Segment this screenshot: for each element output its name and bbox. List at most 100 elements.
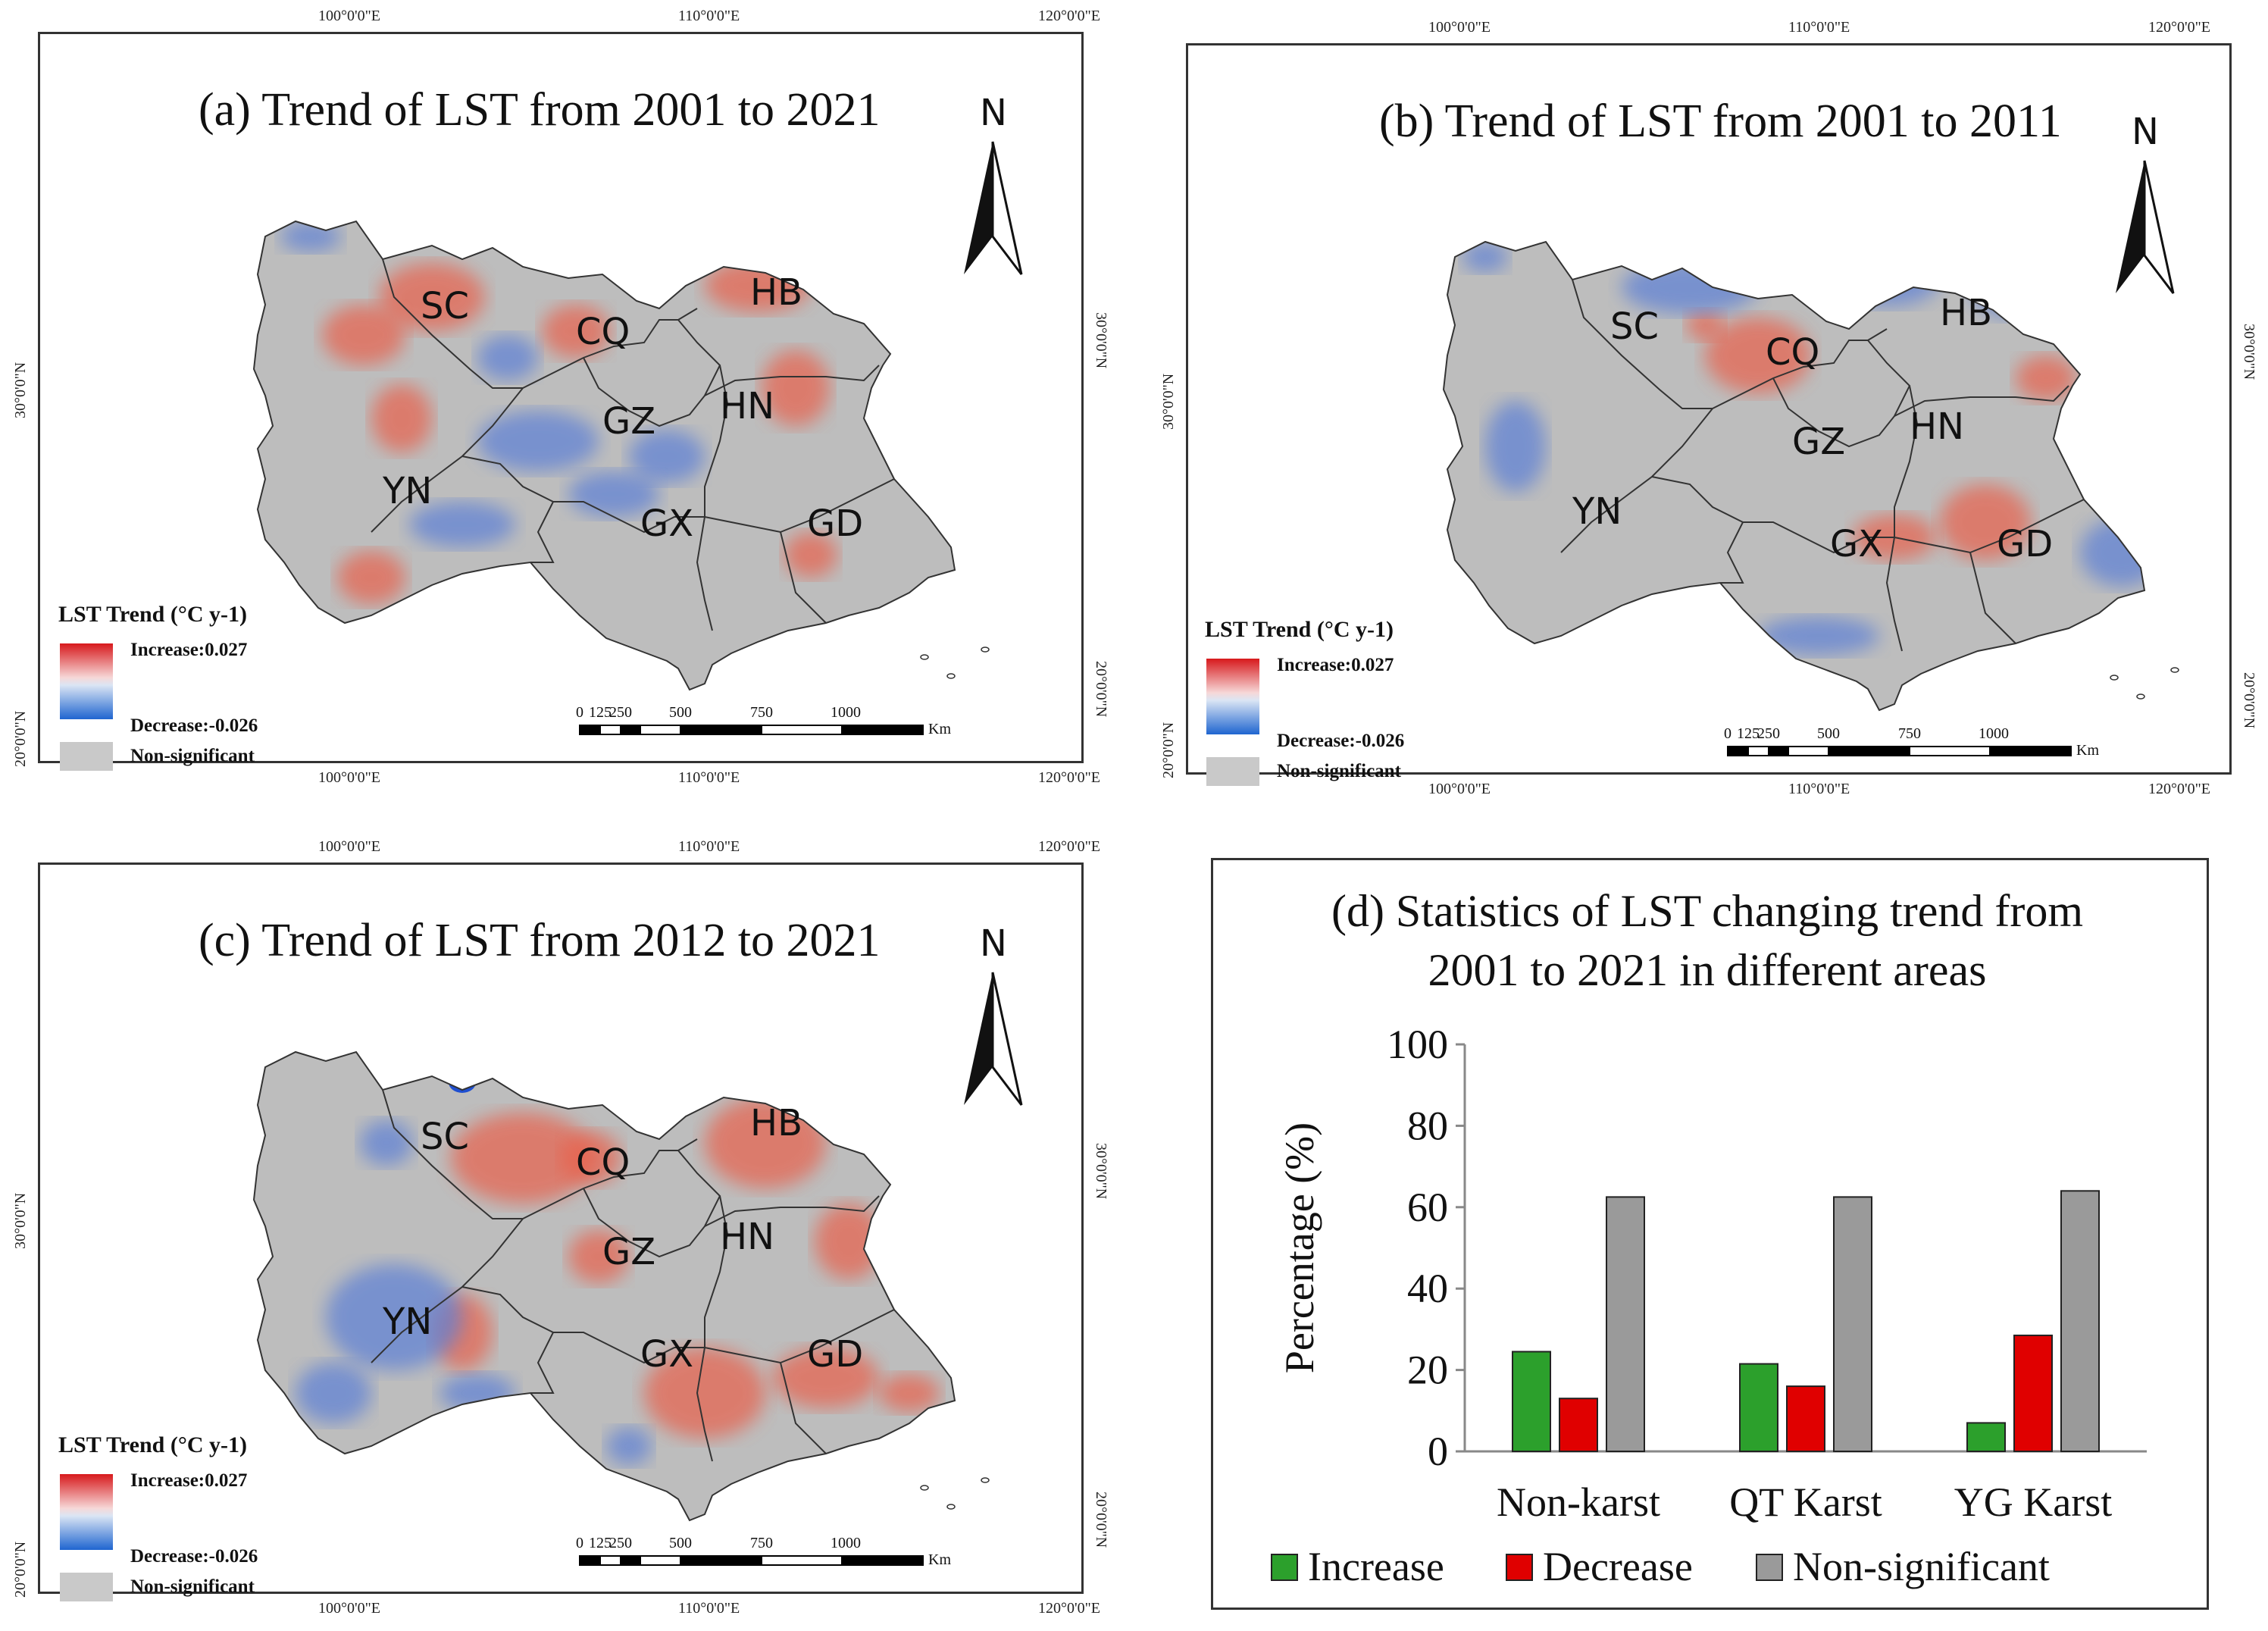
bar-increase [1512, 1351, 1551, 1452]
legend-nonsig-label: Non-significant [130, 746, 255, 766]
province-border [704, 1195, 880, 1227]
coord-left-label: 30°0'0"N [12, 362, 29, 418]
cooling-trend-patch [629, 430, 705, 483]
north-arrow: N [964, 92, 1023, 275]
y-tick-label: 40 [1407, 1266, 1448, 1311]
cooling-trend-patch [1462, 242, 1508, 272]
study-area [254, 221, 955, 690]
province-border [1720, 521, 1744, 584]
coord-bottom-label: 100°0'0"E [318, 769, 380, 786]
scale-tick-label: 125 [589, 1535, 612, 1551]
map-title: (c) Trend of LST from 2012 to 2021 [199, 915, 881, 966]
north-arrow-right-half [991, 141, 1023, 275]
north-label: N [980, 92, 1007, 134]
bar-non-significant [1606, 1196, 1645, 1452]
study-area-outline [252, 220, 956, 691]
province-label-cq: CQ [576, 311, 630, 353]
scale-bar-segment [680, 725, 762, 735]
north-arrow: N [964, 922, 1023, 1106]
x-tick-label: YG Karst [1954, 1479, 2112, 1525]
bar-decrease [1786, 1385, 1825, 1453]
province-label-hn: HN [720, 1216, 774, 1258]
cooling-trend-patch [1834, 253, 1940, 306]
province-border [696, 516, 713, 631]
scale-bar-segment [1788, 746, 1829, 756]
warming-trend-patch [705, 1097, 826, 1188]
province-border [1885, 537, 1903, 652]
coord-left-label: 20°0'0"N [1160, 722, 1177, 778]
coord-right-label: 20°0'0"N [1093, 661, 1109, 718]
scale-bar-segment [1768, 746, 1789, 756]
coord-bottom-label: 110°0'0"E [1788, 781, 1850, 797]
coord-left-label: 30°0'0"N [1160, 373, 1177, 430]
island [920, 654, 929, 660]
warming-trend-patch [879, 1374, 940, 1412]
scale-bar-segment [761, 1555, 843, 1566]
map-title: (b) Trend of LST from 2001 to 2011 [1379, 95, 2062, 147]
cooling-trend-patch [296, 1363, 371, 1423]
study-area-outline [252, 1050, 956, 1522]
cooling-trend-patch [440, 1374, 515, 1412]
warming-trend-patch [644, 1348, 765, 1438]
north-arrow-right-half [2143, 160, 2175, 294]
province-border [530, 1332, 555, 1394]
scale-tick-label: 250 [609, 1535, 632, 1551]
warming-trend-patch [1940, 484, 2031, 560]
bar-non-significant [1833, 1196, 1872, 1452]
scale-tick-label: 0 [1724, 725, 1732, 742]
province-border [704, 478, 895, 534]
legend-decrease-label: Decrease:-0.026 [130, 1546, 258, 1567]
scale-bar-segment [599, 1555, 621, 1566]
warming-trend-patch [451, 1113, 595, 1204]
cooling-trend-patch [1758, 617, 1879, 655]
scale-tick-label: 0 [576, 704, 583, 721]
legend-gradient [60, 643, 113, 719]
province-border [1560, 408, 1713, 553]
province-border [696, 1347, 713, 1462]
warming-trend-patch [784, 532, 837, 578]
coord-bottom-label: 120°0'0"E [2148, 781, 2210, 797]
north-arrow-left-half [2116, 161, 2144, 293]
coord-left-label: 30°0'0"N [12, 1192, 29, 1249]
scale-bar-segment [841, 725, 924, 735]
chart-title-line1: (d) Statistics of LST changing trend fro… [1331, 886, 2084, 936]
province-border [583, 319, 721, 427]
bar-decrease [1559, 1398, 1598, 1452]
scale-bar [579, 1555, 924, 1566]
scale-unit: Km [928, 1551, 951, 1568]
north-label: N [980, 922, 1007, 965]
cooling-trend-patch [360, 1120, 413, 1166]
island [2110, 675, 2119, 681]
cooling-trend-patch [606, 1427, 652, 1465]
scale-bar-segment [1909, 746, 1991, 756]
x-tick-label: Non-karst [1497, 1479, 1660, 1525]
scale-tick-label: 500 [669, 1535, 692, 1551]
warming-trend-patch [773, 1348, 879, 1408]
coord-right-label: 20°0'0"N [1093, 1492, 1109, 1548]
province-border [704, 1195, 729, 1348]
cooling-trend-patch [477, 411, 599, 471]
coord-left-label: 20°0'0"N [12, 1541, 29, 1598]
legend-gradient [60, 1474, 113, 1550]
scale-tick-label: 500 [669, 704, 692, 721]
province-label-hn: HN [720, 385, 774, 427]
y-tick-label: 0 [1428, 1429, 1448, 1474]
legend-decrease-label: Decrease:-0.026 [130, 715, 258, 736]
province-label-hb: HB [1940, 292, 1992, 334]
scale-bar-segment [579, 1555, 601, 1566]
scale-tick-label: 250 [609, 704, 632, 721]
cooling-trend-patch [326, 1264, 462, 1370]
bar-decrease [2013, 1334, 2053, 1452]
province-label-hb: HB [750, 1102, 802, 1144]
legend-swatch-decrease [1506, 1554, 1533, 1581]
province-label-hb: HB [750, 271, 802, 314]
province-border [522, 308, 698, 389]
legend-label-non-significant: Non-significant [1793, 1544, 2050, 1589]
province-label-cq: CQ [1766, 331, 1819, 374]
lst-trend-map: SC CQ HB GZ HN YN GX GD N [252, 92, 1023, 735]
legend-nonsig-swatch [60, 1573, 113, 1601]
scale-bar-segment [1727, 746, 1749, 756]
island [2170, 667, 2179, 673]
scale-unit: Km [2076, 742, 2099, 759]
north-arrow-left-half [964, 142, 993, 274]
